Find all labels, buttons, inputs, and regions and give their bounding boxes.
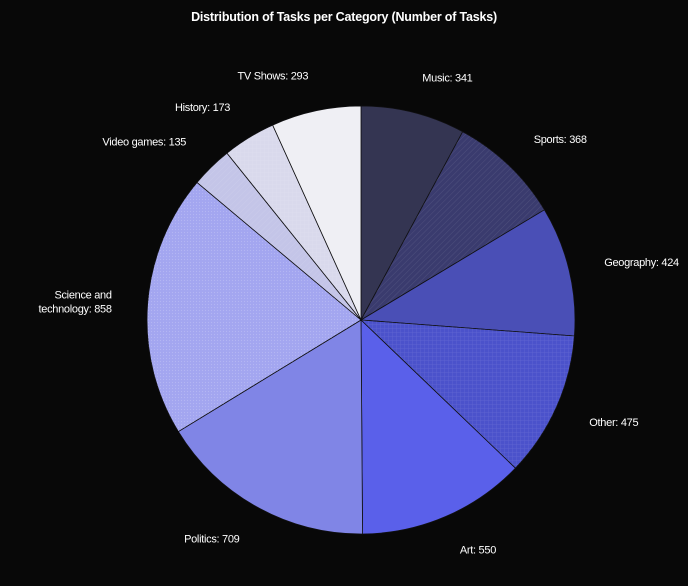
slice-label-tv-shows: TV Shows: 293 (237, 71, 308, 83)
chart-title: Distribution of Tasks per Category (Numb… (191, 10, 497, 24)
pie-slice-politics (177, 319, 363, 535)
slice-label-history: History: 173 (175, 102, 230, 114)
pie-slice-texture-video-games (197, 153, 361, 320)
slice-label-science-and-technology: Science and technology: 858 (39, 289, 112, 315)
pie-slice-geography (359, 209, 576, 337)
pie-slice-texture-history (226, 125, 361, 321)
pie-slice-texture-sports (361, 131, 545, 320)
slice-label-other: Other: 475 (589, 417, 638, 429)
pie-slice-texture-other (361, 320, 575, 469)
slice-label-art: Art: 550 (460, 545, 496, 557)
pie-slice-art (360, 319, 516, 535)
slice-label-politics: Politics: 709 (184, 534, 240, 546)
slice-label-video-games: Video games: 135 (102, 136, 186, 148)
slice-label-music: Music: 341 (422, 73, 472, 85)
pie-slice-tv-shows (272, 105, 362, 321)
slice-label-geography: Geography: 424 (604, 257, 679, 269)
pie-slice-texture-science-and-technology (146, 182, 361, 432)
slice-label-sports: Sports: 368 (534, 134, 587, 146)
pie-slice-music (360, 105, 464, 321)
